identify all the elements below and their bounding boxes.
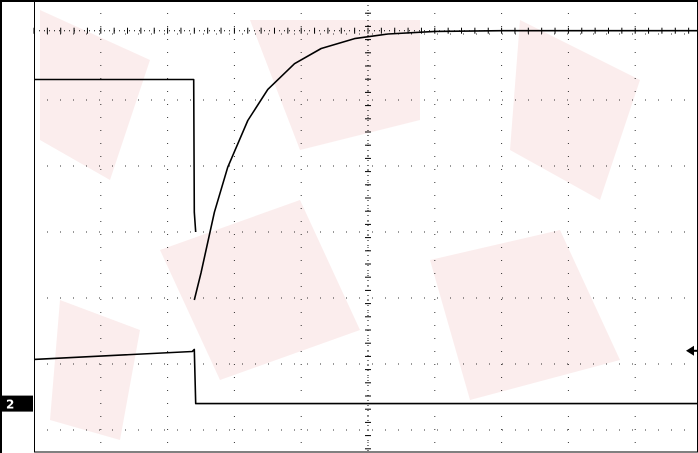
watermark-shape-1 <box>250 20 420 150</box>
watermark-shape-3 <box>160 200 360 380</box>
traces <box>33 29 698 405</box>
watermark <box>40 10 640 440</box>
watermark-shape-4 <box>430 230 620 400</box>
channel-marker-label: 2 <box>6 398 14 412</box>
watermark-shape-2 <box>510 20 640 200</box>
trace-1 <box>34 78 197 233</box>
channel-marker-box <box>2 395 33 412</box>
trigger-arrow-icon <box>686 345 694 356</box>
watermark-shape-0 <box>40 10 150 180</box>
watermark-shape-5 <box>50 300 140 440</box>
trace-2 <box>33 348 698 405</box>
trace-3 <box>193 29 698 301</box>
markers: 2 <box>2 345 698 412</box>
